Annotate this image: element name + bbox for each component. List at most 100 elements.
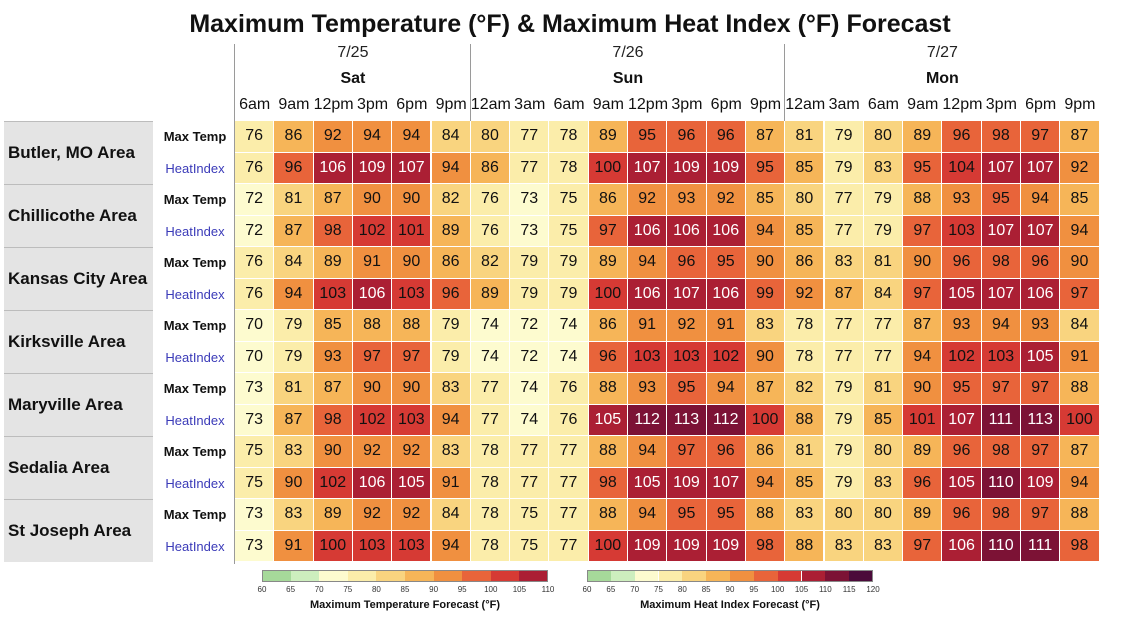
heat-index-cell: 87 (274, 404, 314, 436)
max-temp-cell: 96 (942, 499, 982, 531)
max-temp-cell: 90 (392, 247, 432, 279)
legend-tick: 90 (429, 585, 439, 594)
legend-tick: 65 (286, 585, 296, 594)
heat-index-cell: 107 (392, 152, 432, 184)
max-temp-cell: 87 (745, 121, 786, 153)
heat-index-cell: 109 (706, 152, 746, 184)
heat-index-cell: 98 (1060, 530, 1100, 562)
time-label: 12pm (942, 96, 983, 113)
row-label-max-temp: Max Temp (163, 192, 227, 208)
heat-index-cell: 106 (628, 215, 668, 247)
max-temp-cell: 92 (628, 184, 668, 216)
time-label: 6am (553, 96, 585, 113)
heat-index-cell: 90 (745, 341, 786, 373)
heat-index-cell: 91 (431, 467, 471, 499)
legend-swatch (490, 570, 520, 582)
row-label-heat-index: HeatIndex (165, 223, 225, 239)
heat-index-cell: 95 (903, 152, 943, 184)
max-temp-cell: 94 (706, 373, 746, 405)
heat-index-cell: 77 (470, 404, 511, 436)
max-temp-cell: 79 (824, 121, 864, 153)
heat-index-cell: 98 (313, 404, 353, 436)
max-temp-cell: 82 (785, 373, 825, 405)
heat-index-cell: 102 (942, 341, 982, 373)
max-temp-cell: 88 (352, 310, 393, 342)
heat-index-cell: 109 (352, 152, 393, 184)
heat-index-cell: 94 (903, 341, 943, 373)
max-temp-cell: 87 (903, 310, 943, 342)
max-temp-cell: 77 (470, 373, 511, 405)
legend-swatch (262, 570, 291, 582)
max-temp-cell: 76 (235, 121, 275, 153)
heat-index-cell: 73 (235, 404, 275, 436)
heat-index-cell: 95 (745, 152, 786, 184)
max-temp-cell: 83 (785, 499, 825, 531)
max-temp-cell: 83 (274, 499, 314, 531)
heat-index-cell: 105 (392, 467, 432, 499)
max-temp-cell: 80 (824, 499, 864, 531)
legend-tick: 60 (257, 585, 267, 594)
heat-index-cell: 107 (981, 152, 1021, 184)
max-temp-cell: 85 (1060, 184, 1100, 216)
heat-index-cell: 79 (824, 467, 864, 499)
max-temp-cell: 97 (667, 436, 707, 468)
heat-index-cell: 94 (1060, 467, 1100, 499)
time-label: 3pm (671, 96, 703, 113)
day-name: Sat (340, 70, 366, 87)
max-temp-cell: 77 (824, 184, 864, 216)
heat-index-cell: 92 (1060, 152, 1100, 184)
heat-index-cell: 98 (313, 215, 353, 247)
heat-index-cell: 99 (745, 278, 786, 310)
heat-index-cell: 105 (628, 467, 668, 499)
day-separator (784, 44, 786, 122)
max-temp-cell: 98 (981, 121, 1021, 153)
heat-index-cell: 106 (942, 530, 982, 562)
max-temp-cell: 97 (1021, 373, 1061, 405)
heat-index-cell: 97 (903, 278, 943, 310)
max-temp-cell: 94 (352, 121, 393, 153)
heat-index-cell: 77 (863, 341, 904, 373)
max-temp-cell: 79 (274, 310, 314, 342)
max-temp-cell: 87 (313, 184, 353, 216)
legend-swatch (825, 570, 850, 582)
max-temp-cell: 77 (549, 499, 589, 531)
max-temp-cell: 85 (313, 310, 353, 342)
heat-index-cell: 85 (785, 467, 825, 499)
legend-swatch (849, 570, 873, 582)
max-temp-cell: 95 (981, 184, 1021, 216)
heat-index-cell: 100 (588, 278, 628, 310)
heat-index-cell: 70 (235, 341, 275, 373)
legend-swatch (405, 570, 434, 582)
heat-index-cell: 85 (863, 404, 904, 436)
max-temp-cell: 87 (745, 373, 786, 405)
heat-index-cell: 77 (549, 467, 589, 499)
heat-index-cell: 109 (667, 467, 707, 499)
max-temp-cell: 96 (667, 247, 707, 279)
max-temp-cell: 79 (824, 436, 864, 468)
max-temp-cell: 81 (274, 184, 314, 216)
heat-index-cell: 97 (903, 215, 943, 247)
heat-index-cell: 96 (274, 152, 314, 184)
max-temp-cell: 92 (706, 184, 746, 216)
time-label: 6pm (710, 96, 742, 113)
heat-index-cell: 77 (549, 530, 589, 562)
heat-index-cell: 106 (667, 215, 707, 247)
heat-index-cell: 100 (588, 530, 628, 562)
legend-tick: 110 (541, 585, 555, 594)
max-temp-cell: 97 (981, 373, 1021, 405)
heat-index-cell: 76 (549, 404, 589, 436)
max-temp-cell: 84 (431, 499, 471, 531)
heat-index-cell: 111 (981, 404, 1021, 436)
heat-index-cell: 93 (313, 341, 353, 373)
heat-index-cell: 107 (628, 152, 668, 184)
max-temp-cell: 87 (1060, 121, 1100, 153)
time-label: 3pm (356, 96, 389, 113)
max-temp-cell: 80 (863, 436, 904, 468)
row-label-heat-index: HeatIndex (165, 160, 225, 176)
row-label-max-temp: Max Temp (163, 318, 227, 334)
max-temp-cell: 77 (863, 310, 904, 342)
time-label: 12am (470, 96, 511, 113)
legend-tick: 110 (818, 585, 832, 594)
area-name: Maryville Area (4, 373, 153, 436)
heat-index-cell: 76 (470, 215, 511, 247)
